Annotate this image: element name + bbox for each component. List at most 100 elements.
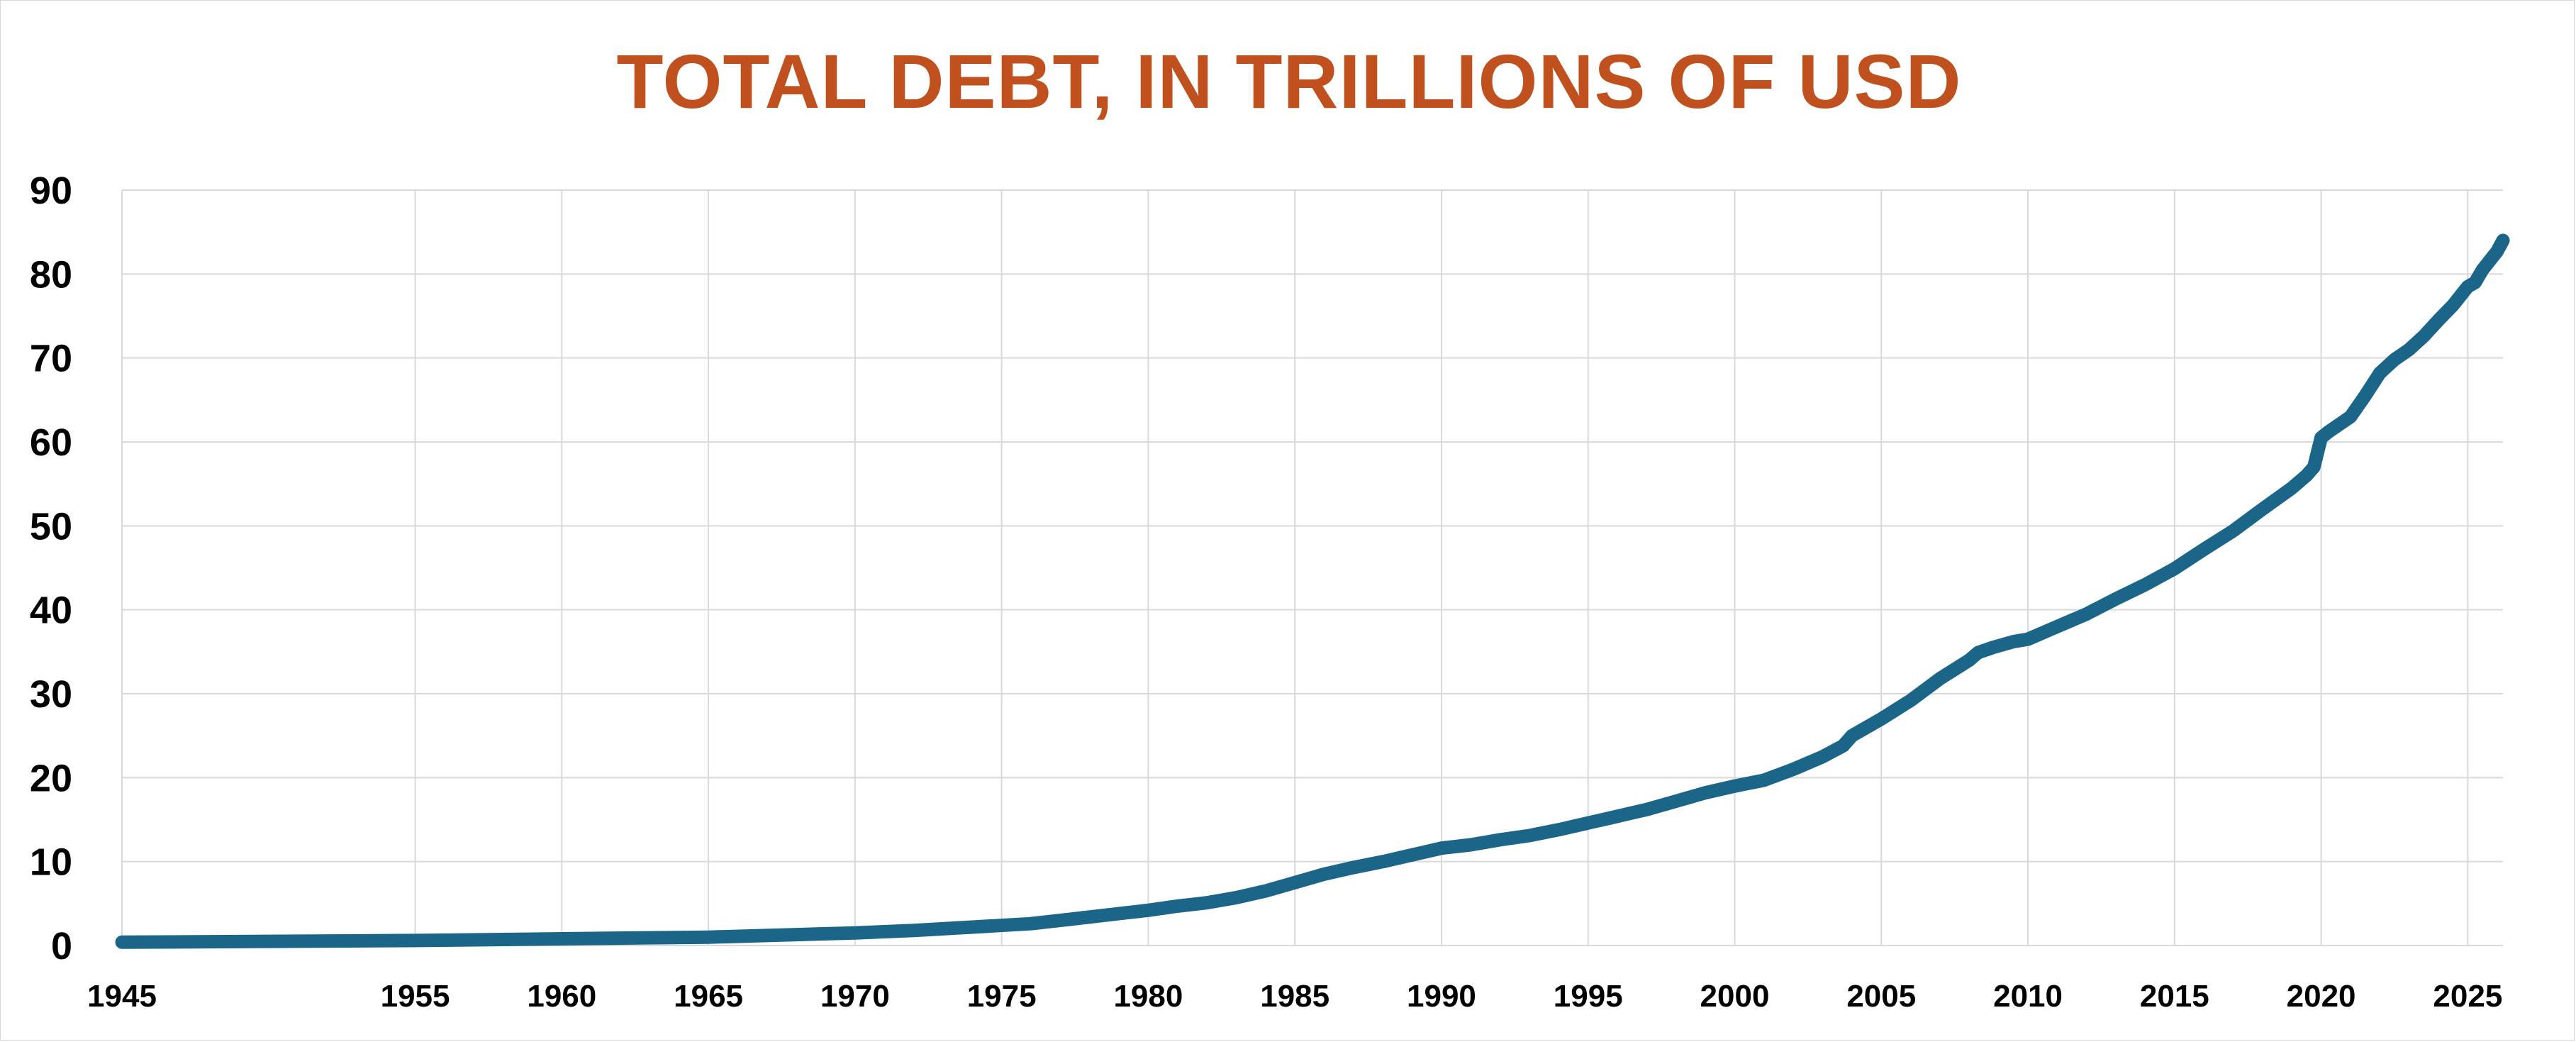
data-point	[2232, 530, 2234, 532]
y-tick-label: 10	[30, 841, 72, 884]
data-point	[2173, 567, 2175, 570]
data-point	[1088, 916, 1091, 918]
data-point	[2320, 437, 2322, 439]
data-point	[2502, 240, 2504, 241]
y-tick-label: 80	[30, 253, 72, 296]
data-point	[1939, 677, 1941, 680]
data-point	[2394, 359, 2395, 360]
data-point	[1842, 745, 1844, 747]
x-tick-label: 2005	[1846, 979, 1916, 1014]
data-point	[2379, 372, 2381, 374]
data-point	[2027, 638, 2029, 641]
data-point	[2452, 304, 2454, 306]
data-point	[1352, 867, 1354, 868]
data-point	[2496, 250, 2498, 253]
y-axis-ticks: 0 10 20 30 40 50 60 70 80 90	[30, 170, 72, 968]
data-point	[1323, 873, 1325, 875]
x-tick-label: 1965	[674, 979, 743, 1014]
data-point	[1176, 905, 1178, 907]
data-point	[1880, 718, 1883, 720]
data-point	[2364, 394, 2366, 397]
data-point	[1441, 847, 1442, 849]
x-tick-label: 1990	[1407, 979, 1476, 1014]
data-point	[1909, 699, 1912, 702]
data-point	[2012, 641, 2014, 643]
data-point	[1792, 768, 1795, 770]
data-point	[2144, 584, 2146, 586]
x-tick-label: 1995	[1554, 979, 1623, 1014]
y-tick-label: 50	[30, 505, 72, 548]
data-point	[854, 932, 856, 934]
y-tick-label: 60	[30, 421, 72, 464]
data-point	[1822, 755, 1824, 758]
data-point	[2423, 335, 2425, 337]
data-point	[1705, 792, 1707, 794]
x-tick-label: 1960	[527, 979, 596, 1014]
data-point	[2350, 416, 2351, 418]
data-point	[1675, 800, 1677, 802]
chart-title: TOTAL DEBT, IN TRILLIONS OF USD	[616, 38, 1961, 124]
data-point	[2482, 269, 2484, 271]
data-point	[1470, 844, 1472, 846]
data-point	[414, 939, 416, 941]
data-point	[2327, 431, 2329, 433]
data-point	[796, 933, 798, 936]
y-tick-label: 70	[30, 338, 72, 380]
data-point	[1587, 822, 1589, 824]
grid	[121, 189, 2503, 946]
data-point	[2313, 466, 2315, 468]
data-point	[2203, 548, 2205, 550]
data-point	[1851, 735, 1853, 737]
data-point	[2438, 319, 2439, 321]
data-point	[1558, 828, 1560, 831]
data-point	[1968, 659, 1970, 661]
x-tick-label: 2025	[2433, 979, 2502, 1014]
data-point	[1382, 860, 1384, 863]
x-tick-label: 2015	[2140, 979, 2209, 1014]
data-point	[121, 941, 123, 943]
data-point	[2261, 508, 2263, 510]
x-tick-label: 2010	[1993, 979, 2063, 1014]
data-point	[1264, 890, 1266, 892]
data-point	[2291, 487, 2293, 489]
data-point	[1147, 909, 1149, 911]
x-tick-label: 1985	[1260, 979, 1329, 1014]
data-point	[2085, 613, 2087, 615]
y-tick-label: 30	[30, 673, 72, 716]
series-line	[115, 233, 2510, 949]
data-point	[2115, 598, 2117, 600]
x-tick-label: 1945	[87, 979, 157, 1014]
data-point	[1235, 897, 1237, 899]
data-point	[1617, 815, 1619, 817]
data-point	[1411, 854, 1413, 856]
x-tick-label: 1955	[381, 979, 450, 1014]
data-point	[1030, 923, 1032, 925]
data-point	[2056, 626, 2058, 628]
series-layer	[115, 233, 2510, 949]
data-point	[1499, 838, 1501, 841]
data-point	[1646, 809, 1648, 811]
y-tick-label: 90	[30, 170, 72, 212]
data-point	[913, 929, 915, 931]
data-point	[1294, 882, 1296, 884]
data-point	[267, 941, 269, 943]
data-point	[708, 936, 710, 938]
y-tick-label: 0	[51, 925, 72, 968]
data-point	[1206, 902, 1208, 904]
data-point	[561, 938, 563, 940]
y-tick-label: 40	[30, 589, 72, 632]
x-tick-label: 1975	[967, 979, 1037, 1014]
data-point	[2408, 348, 2410, 350]
data-point	[971, 926, 974, 928]
data-point	[1118, 913, 1120, 914]
data-point	[2474, 282, 2476, 284]
data-point	[1977, 652, 1979, 653]
data-point	[2467, 286, 2469, 288]
y-tick-label: 20	[30, 757, 72, 799]
x-tick-label: 2000	[1700, 979, 1770, 1014]
x-tick-label: 1970	[820, 979, 890, 1014]
x-tick-label: 1980	[1113, 979, 1183, 1014]
data-point	[1529, 835, 1530, 836]
